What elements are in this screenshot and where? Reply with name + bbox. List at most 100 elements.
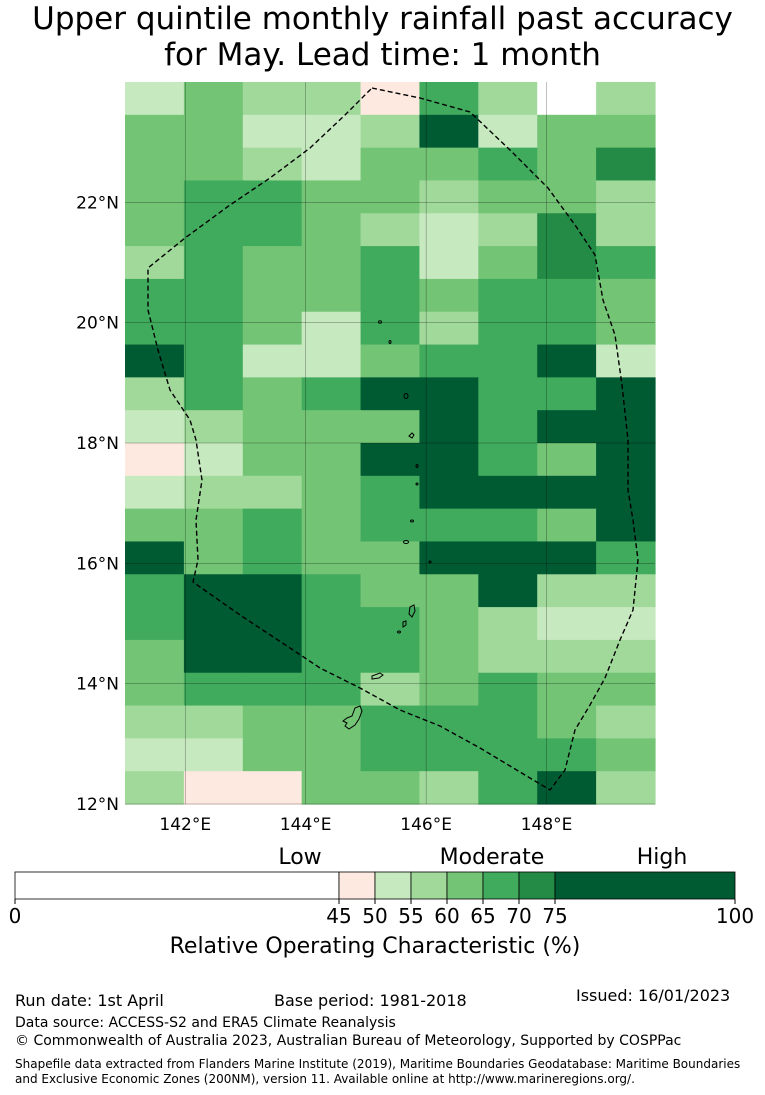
grid-cell — [360, 508, 421, 543]
grid-cell — [478, 508, 538, 543]
grid-cell — [537, 410, 597, 444]
colorbar-tick-label: 75 — [542, 904, 567, 928]
grid-cell — [419, 213, 479, 247]
grid-cell — [360, 574, 421, 608]
grid-cell — [537, 541, 597, 575]
latitude-ticks: 12°N 14°N 16°N 18°N 20°N 22°N — [76, 193, 119, 815]
accuracy-grid — [125, 82, 656, 805]
latitude-tick-label: 22°N — [76, 193, 119, 213]
grid-cell — [301, 246, 362, 280]
grid-cell — [419, 574, 479, 608]
grid-cell — [419, 114, 479, 149]
grid-cell — [537, 738, 597, 772]
grid-cell — [242, 311, 303, 346]
grid-cell — [301, 147, 362, 182]
grid-cell — [478, 738, 538, 772]
grid-cell — [301, 541, 362, 575]
grid-cell — [596, 607, 656, 641]
colorbar-segment — [446, 871, 484, 900]
grid-cell — [537, 639, 597, 674]
grid-cell — [242, 278, 303, 313]
colorbar-tick-label: 60 — [434, 904, 459, 928]
eez-boundary — [147, 87, 639, 791]
grid-cell — [242, 344, 303, 378]
grid-cell — [596, 541, 656, 575]
grid-cell — [242, 541, 303, 575]
grid-cell — [242, 607, 303, 641]
grid-cell — [301, 508, 362, 543]
grid-cell — [183, 344, 244, 378]
grid-cell — [125, 147, 185, 182]
grid-cell — [360, 180, 421, 214]
colorbar-category-low: Low — [278, 845, 321, 870]
grid-cell — [537, 344, 597, 378]
grid-cell — [419, 246, 479, 280]
grid-cell — [125, 377, 185, 411]
island-sarigan — [403, 540, 409, 544]
grid-cell — [596, 213, 656, 247]
grid-cell — [596, 705, 656, 739]
grid-cell — [301, 213, 362, 247]
grid-cell — [183, 672, 244, 707]
grid-cell — [537, 443, 597, 477]
grid-cell — [419, 607, 479, 641]
colorbar-segment — [482, 871, 520, 900]
grid-cell — [419, 771, 479, 805]
island-pagan — [415, 464, 419, 468]
grid-cell — [596, 574, 656, 608]
grid-cell — [360, 311, 421, 346]
base-period: Base period: 1981-2018 — [274, 991, 467, 1010]
grid-cell — [360, 541, 421, 575]
grid-cell — [478, 639, 538, 674]
grid-cell — [125, 344, 185, 378]
colorbar-tick-label: 45 — [326, 904, 351, 928]
grid-cell — [419, 508, 479, 543]
grid-cell — [537, 377, 597, 411]
grid-cell — [301, 771, 362, 805]
grid-cell — [242, 771, 303, 805]
colorbar-segment — [410, 871, 448, 900]
grid-cell — [125, 705, 185, 739]
grid-cell — [537, 475, 597, 510]
grid-cell — [360, 738, 421, 772]
grid-cell — [596, 475, 656, 510]
grid-cell — [125, 114, 185, 149]
grid-cell — [478, 607, 538, 641]
colorbar-segment — [14, 871, 340, 900]
grid-cell — [596, 508, 656, 543]
grid-cell — [419, 344, 479, 378]
grid-cell — [183, 771, 244, 805]
grid-cell — [419, 705, 479, 739]
grid-cell — [301, 705, 362, 739]
grid-cell — [537, 246, 597, 280]
grid-cell — [242, 180, 303, 214]
colorbar-tick-label: 70 — [506, 904, 531, 928]
island-agrihan — [408, 432, 415, 439]
grid-cell — [183, 213, 244, 247]
grid-cell — [183, 443, 244, 477]
grid-cell — [360, 377, 421, 411]
grid-cell — [301, 82, 362, 116]
grid-cell — [478, 147, 538, 182]
grid-cell — [478, 377, 538, 411]
grid-cell — [360, 443, 421, 477]
grid-cell — [301, 639, 362, 674]
grid-cell — [125, 246, 185, 280]
grid-cell — [301, 180, 362, 214]
grid-cell — [596, 410, 656, 444]
grid-cell — [537, 705, 597, 739]
grid-cell — [360, 114, 421, 149]
grid-cell — [301, 475, 362, 510]
grid-cell — [360, 246, 421, 280]
grid-cell — [596, 114, 656, 149]
map-title-line-2: for May. Lead time: 1 month — [164, 37, 601, 73]
grid-cell — [537, 607, 597, 641]
grid-cell — [301, 344, 362, 378]
grid-cell — [125, 213, 185, 247]
grid-cell — [596, 443, 656, 477]
longitude-ticks: 142°E 144°E 146°E 148°E — [159, 815, 572, 835]
longitude-tick-label: 148°E — [521, 815, 573, 835]
grid-cell — [478, 574, 538, 608]
grid-cell — [242, 508, 303, 543]
grid-cell — [242, 475, 303, 510]
